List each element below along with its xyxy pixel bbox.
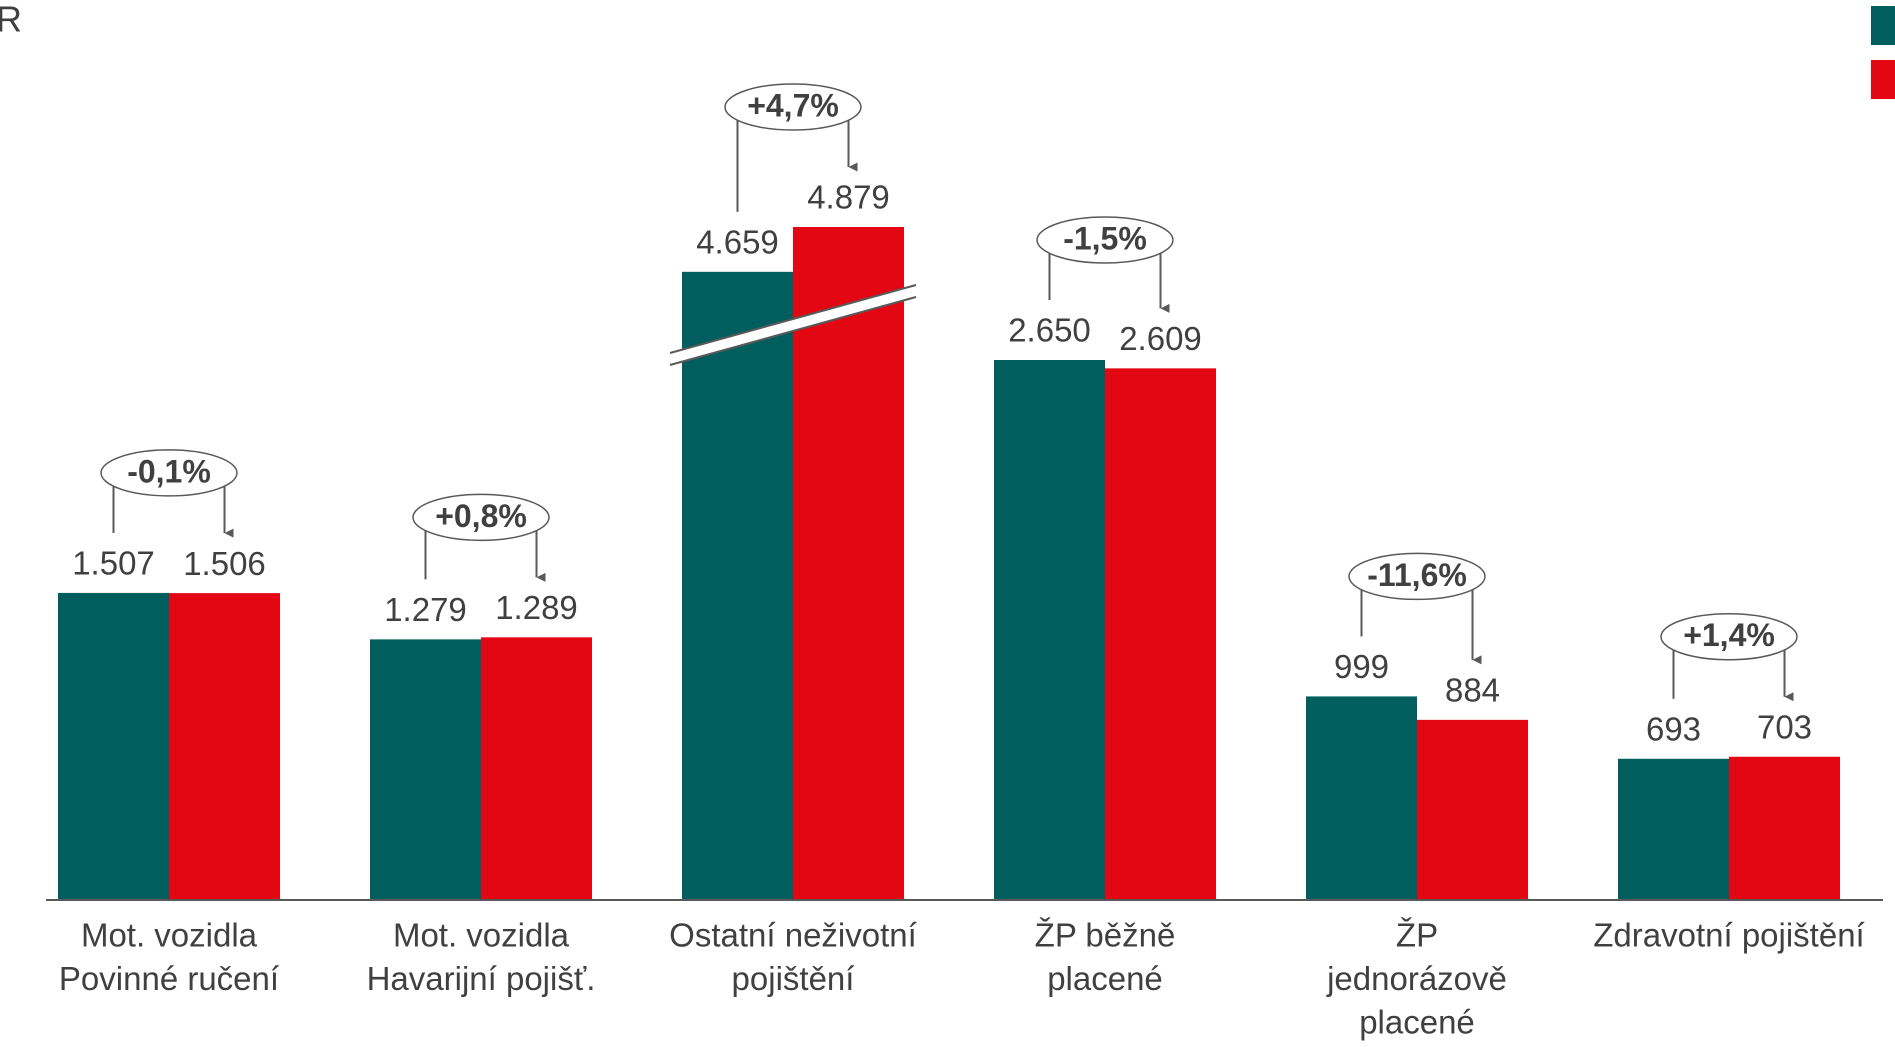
- axis-break-line: [669, 296, 917, 366]
- bar: [1417, 719, 1528, 900]
- value-label: 999: [1334, 648, 1389, 685]
- x-tick-label: Mot. vozidla: [393, 917, 570, 954]
- bar: [682, 271, 793, 900]
- value-label: 693: [1646, 711, 1701, 748]
- annotation-bubble: [1348, 552, 1486, 601]
- value-label: 4.879: [807, 179, 890, 216]
- x-tick-label: Povinné ručení: [59, 960, 279, 997]
- bar: [169, 593, 280, 900]
- x-tick-label: ŽP: [1396, 917, 1438, 954]
- bar: [793, 227, 904, 900]
- x-tick-label: ŽP běžně: [1035, 917, 1176, 954]
- legend-swatch: [1871, 60, 1895, 99]
- annotation: +0,8%: [435, 498, 527, 534]
- value-label: 1.506: [183, 545, 266, 582]
- annotation: +4,7%: [747, 87, 839, 123]
- annotation: -11,6%: [1367, 557, 1467, 593]
- annotation-bubble: [1660, 612, 1798, 661]
- value-label: 884: [1445, 672, 1500, 709]
- axis-break-line: [669, 284, 917, 354]
- bar: [994, 360, 1105, 900]
- annotation: -1,5%: [1063, 220, 1147, 256]
- bar: [481, 637, 592, 900]
- x-tick-label: placené: [1359, 1004, 1475, 1041]
- annotation-bubble: [100, 449, 238, 497]
- x-tick-label: Mot. vozidla: [81, 917, 258, 954]
- value-label: 2.650: [1008, 312, 1091, 349]
- value-label: 4.659: [696, 224, 779, 261]
- annotation: -0,1%: [127, 453, 211, 489]
- chart-title: R: [0, 0, 22, 40]
- bar: [370, 639, 481, 900]
- bar: [58, 592, 169, 900]
- value-label: 1.289: [495, 589, 578, 626]
- value-label: 2.609: [1119, 320, 1202, 357]
- annotation: +1,4%: [1683, 617, 1775, 653]
- x-tick-label: pojištění: [732, 960, 855, 997]
- x-tick-label: Zdravotní pojištění: [1593, 917, 1864, 954]
- bar: [1729, 756, 1840, 900]
- annotation-bubble: [412, 493, 550, 542]
- x-tick-label: Havarijní pojišť.: [367, 960, 596, 997]
- annotation-bubble: [724, 83, 862, 131]
- legend-swatch: [1871, 6, 1895, 45]
- axis-break: [670, 285, 916, 365]
- bar: [1105, 368, 1216, 900]
- x-tick-label: placené: [1047, 960, 1163, 997]
- annotation-bubble: [1036, 216, 1174, 264]
- bar: [1618, 758, 1729, 900]
- x-tick-label: Ostatní neživotní: [669, 917, 917, 954]
- value-label: 703: [1757, 708, 1812, 745]
- x-tick-label: jednorázově: [1326, 960, 1507, 997]
- value-label: 1.507: [72, 545, 155, 582]
- value-label: 1.279: [384, 591, 467, 628]
- bar: [1306, 696, 1417, 900]
